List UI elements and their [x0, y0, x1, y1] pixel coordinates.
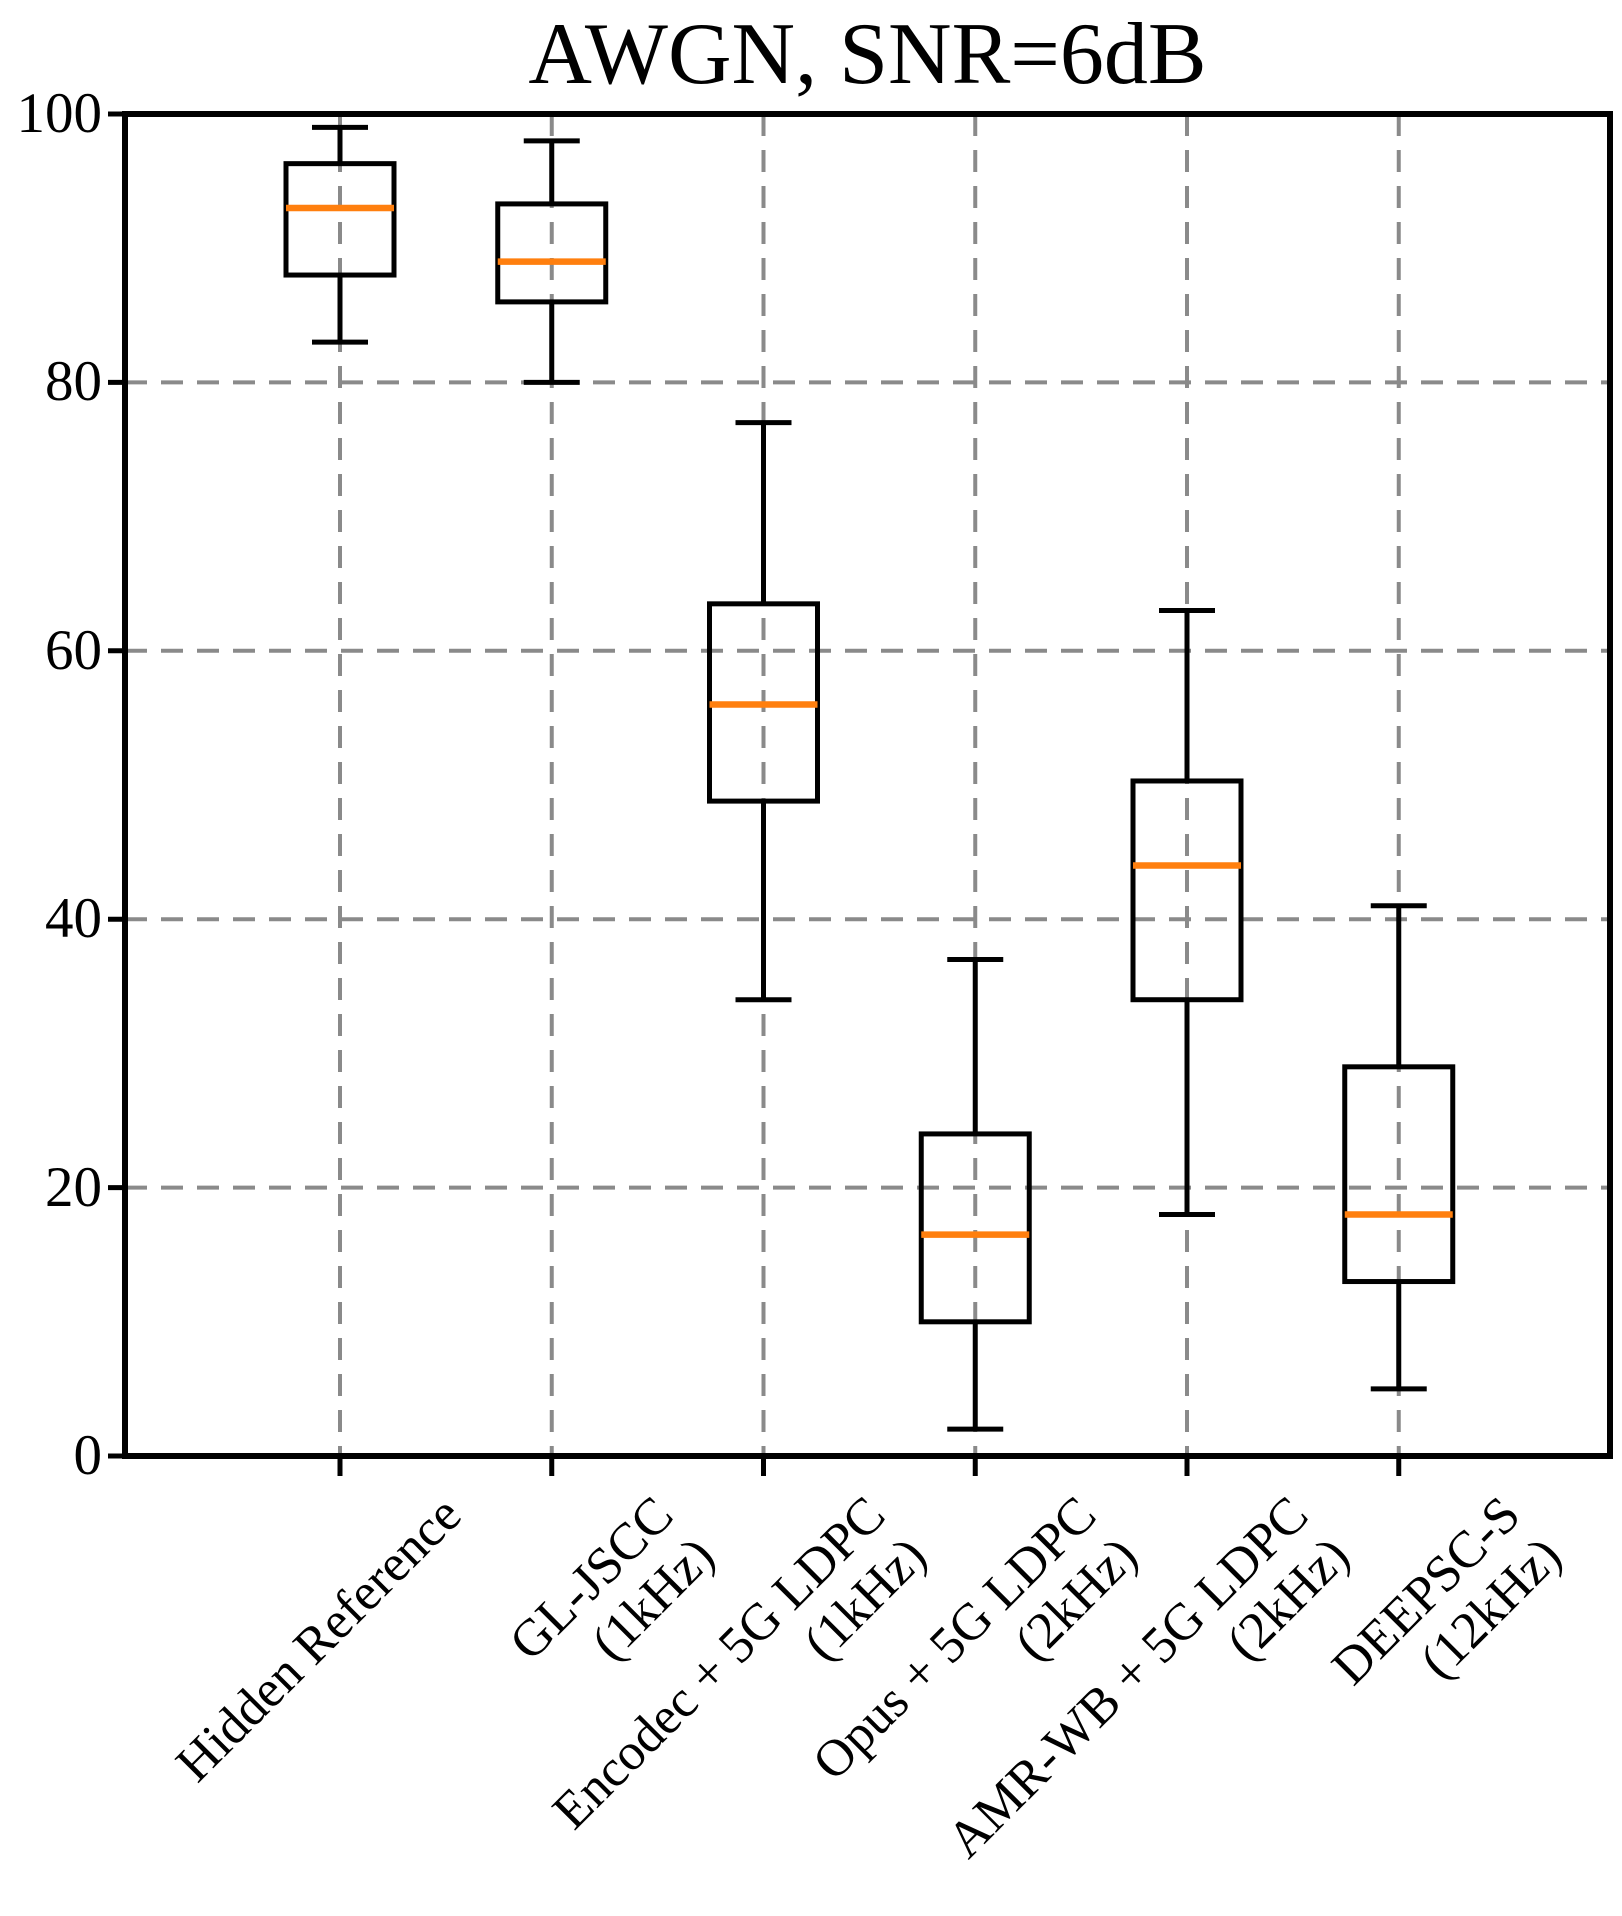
chart-title: AWGN, SNR=6dB	[528, 6, 1207, 103]
box-opus-5g-ldpc-2khz-iqr-box	[918, 1131, 1032, 1325]
box-amr-wb-5g-ldpc-2khz-iqr-box	[1130, 778, 1244, 1003]
y-tick-label-80: 80	[45, 350, 102, 414]
y-tick-label-60: 60	[45, 618, 102, 682]
box-hidden-reference-iqr-box	[283, 161, 397, 278]
y-tick-label-0: 0	[73, 1424, 103, 1487]
box-deepsc-s-12khz-iqr-box	[1342, 1064, 1456, 1285]
y-tick-label-20: 20	[45, 1155, 102, 1219]
y-tick-label-40: 40	[45, 887, 102, 951]
box-gl-jscc-1khz-iqr-box	[495, 201, 609, 305]
y-tick-label-100: 100	[16, 82, 103, 145]
